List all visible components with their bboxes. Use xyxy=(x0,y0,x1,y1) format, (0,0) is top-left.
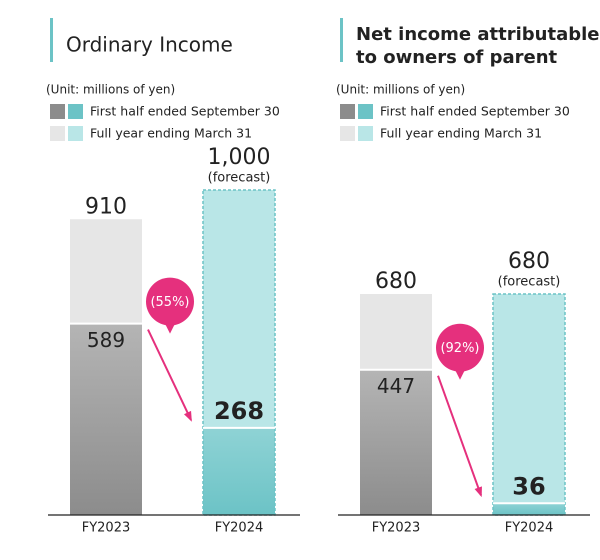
unit-note: (Unit: millions of yen) xyxy=(46,83,175,97)
value-label: 1,000 xyxy=(208,145,271,170)
change-arrow xyxy=(147,329,192,421)
legend-swatch xyxy=(340,104,355,119)
arrow-head xyxy=(183,410,192,422)
change-label: (92%) xyxy=(440,341,479,356)
forecast-note: (forecast) xyxy=(208,171,271,186)
bar-first-half xyxy=(203,427,275,515)
value-label: 268 xyxy=(214,397,264,425)
bar-first-half xyxy=(360,369,432,515)
title-accent xyxy=(340,18,343,62)
arrow-head xyxy=(474,486,482,498)
legend-swatch xyxy=(340,126,355,141)
forecast-note: (forecast) xyxy=(498,275,561,290)
x-tick-label: FY2023 xyxy=(372,521,421,536)
title-accent xyxy=(50,18,53,62)
legend-swatch xyxy=(358,126,373,141)
legend-swatch xyxy=(68,104,83,119)
value-label: 589 xyxy=(87,328,125,352)
chart-title: Net income attributable xyxy=(356,24,600,45)
change-arrow xyxy=(437,375,482,496)
legend-label: First half ended September 30 xyxy=(90,104,280,119)
chart-title: to owners of parent xyxy=(356,47,558,68)
callout-bubble xyxy=(146,277,194,326)
callout-bubble xyxy=(436,323,484,372)
bar-first-half xyxy=(493,503,565,515)
legend-swatch xyxy=(50,104,65,119)
x-tick-label: FY2023 xyxy=(82,521,131,536)
legend-swatch xyxy=(358,104,373,119)
unit-note: (Unit: millions of yen) xyxy=(336,83,465,97)
legend-swatch xyxy=(50,126,65,141)
legend-label: Full year ending March 31 xyxy=(380,126,542,141)
value-label: 447 xyxy=(377,374,415,398)
bar-first-half xyxy=(70,323,142,515)
x-tick-label: FY2024 xyxy=(505,521,554,536)
legend-swatch xyxy=(68,126,83,141)
legend-label: Full year ending March 31 xyxy=(90,126,252,141)
value-label: 36 xyxy=(512,472,545,500)
x-tick-label: FY2024 xyxy=(215,521,264,536)
legend-label: First half ended September 30 xyxy=(380,104,570,119)
bar-full-year xyxy=(492,293,566,516)
value-label: 910 xyxy=(85,194,127,219)
value-label: 680 xyxy=(508,249,550,274)
value-label: 680 xyxy=(375,269,417,294)
change-label: (55%) xyxy=(150,295,189,310)
chart-title: Ordinary Income xyxy=(66,33,233,57)
